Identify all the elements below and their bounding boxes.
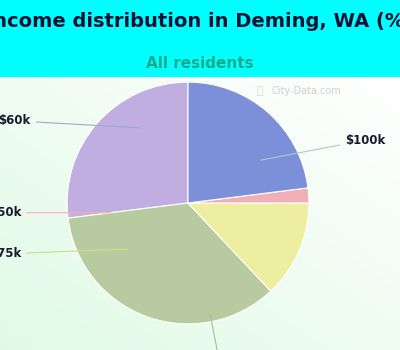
Text: Income distribution in Deming, WA (%): Income distribution in Deming, WA (%) [0, 12, 400, 31]
Text: $60k: $60k [0, 114, 139, 128]
Text: All residents: All residents [146, 56, 254, 71]
Wedge shape [188, 82, 308, 203]
Text: $125k: $125k [202, 315, 242, 350]
Text: ⧖: ⧖ [256, 86, 263, 96]
Text: $75k: $75k [0, 247, 127, 260]
Wedge shape [68, 203, 271, 324]
Wedge shape [188, 188, 309, 203]
Wedge shape [67, 82, 188, 218]
Text: $150k: $150k [0, 206, 110, 219]
Text: City-Data.com: City-Data.com [272, 86, 342, 96]
Text: $100k: $100k [261, 134, 386, 160]
Wedge shape [188, 203, 309, 291]
